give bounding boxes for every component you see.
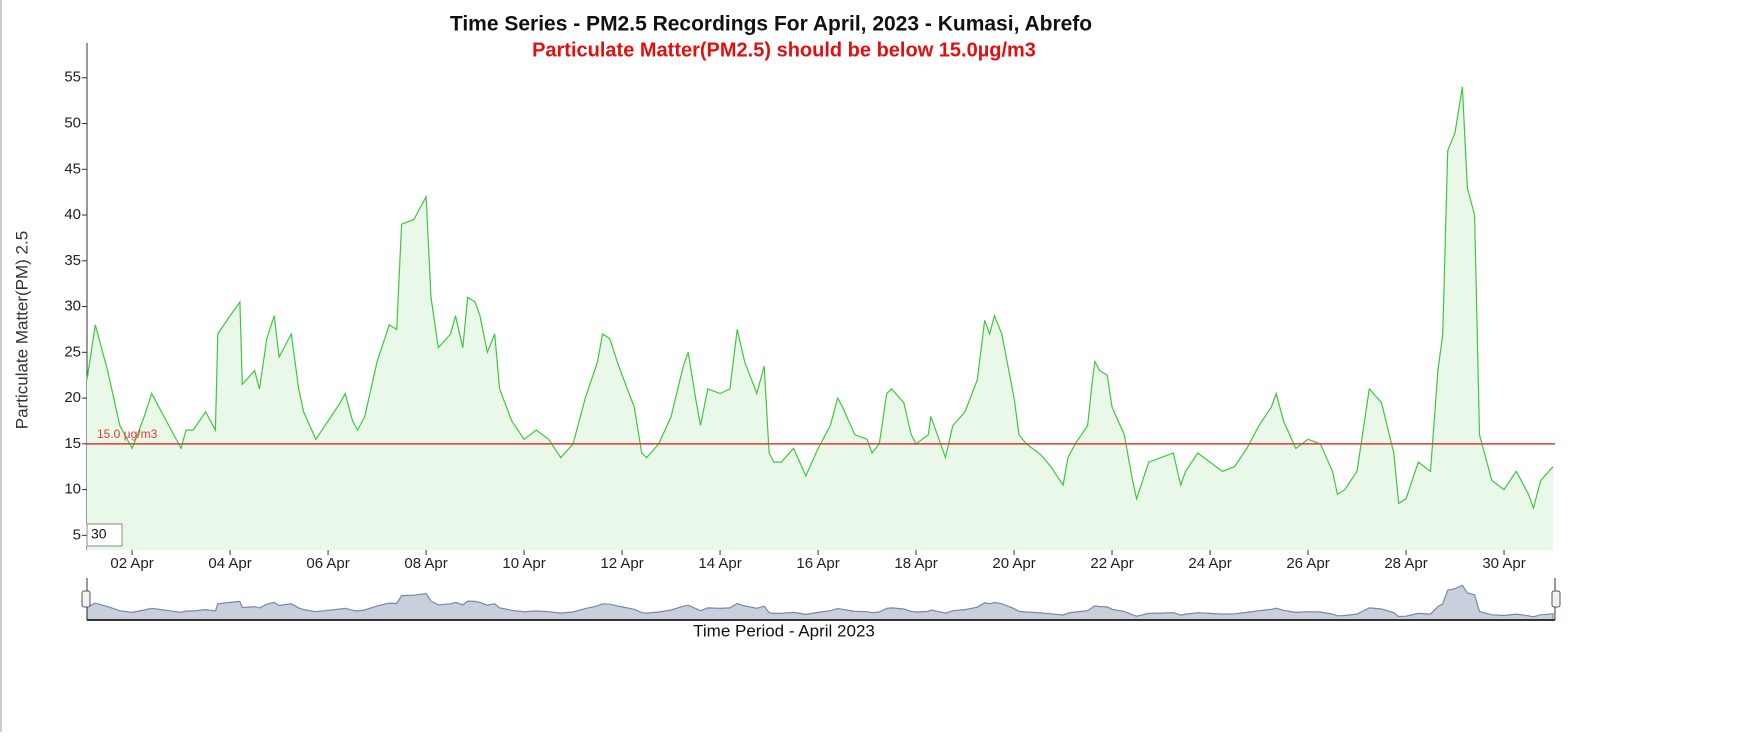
- range-input-box: [86, 523, 123, 547]
- x-tick-label: 22 Apr: [1090, 555, 1133, 572]
- y-tick-label: 10: [64, 481, 81, 498]
- chart-title: Time Series - PM2.5 Recordings For April…: [450, 13, 1092, 36]
- x-tick-label: 02 Apr: [110, 555, 153, 572]
- navigator-handle[interactable]: [81, 590, 91, 608]
- y-tick-label: 15: [64, 435, 81, 452]
- range-input: 30: [91, 526, 107, 542]
- y-tick-label: 25: [64, 343, 81, 360]
- x-tick-label: 26 Apr: [1286, 555, 1329, 572]
- x-tick-label: 10 Apr: [502, 555, 545, 572]
- navigator-handle[interactable]: [1551, 590, 1561, 608]
- y-tick-label: 30: [64, 298, 81, 315]
- y-tick-label: 50: [64, 115, 81, 132]
- y-tick-label: 20: [64, 389, 81, 406]
- x-tick-label: 28 Apr: [1384, 555, 1427, 572]
- y-tick-label: 40: [64, 206, 81, 223]
- navigator-area: [86, 584, 1554, 621]
- x-tick-label: 30 Apr: [1482, 555, 1525, 572]
- x-tick-label: 18 Apr: [894, 555, 937, 572]
- x-tick-label: 14 Apr: [698, 555, 741, 572]
- series-line: [86, 86, 1554, 510]
- threshold-label: 15.0 µg/m3: [97, 427, 158, 441]
- y-axis-label: Particulate Matter(PM) 2.5: [12, 231, 31, 429]
- y-tick-label: 45: [64, 160, 81, 177]
- x-tick-label: 24 Apr: [1188, 555, 1231, 572]
- y-tick-label: 5: [73, 526, 81, 543]
- plot-area: 5 10 15 20 25 30 35 40 45 50 55 02 Apr 04 Apr 06 Apr 0…: [64, 43, 1561, 621]
- x-tick-label: 12 Apr: [600, 555, 643, 572]
- y-tick-label: 55: [64, 69, 81, 86]
- x-tick-label: 06 Apr: [306, 555, 349, 572]
- area-fill: [87, 86, 1553, 551]
- y-tick-label: 35: [64, 252, 81, 269]
- x-tick-label: 20 Apr: [992, 555, 1035, 572]
- x-tick-label: 16 Apr: [796, 555, 839, 572]
- x-tick-label: 04 Apr: [208, 555, 251, 572]
- x-tick-label: 08 Apr: [404, 555, 447, 572]
- chart-subtitle: Particulate Matter(PM2.5) should be belo…: [532, 39, 1036, 61]
- x-axis-label: Time Period - April 2023: [693, 621, 875, 640]
